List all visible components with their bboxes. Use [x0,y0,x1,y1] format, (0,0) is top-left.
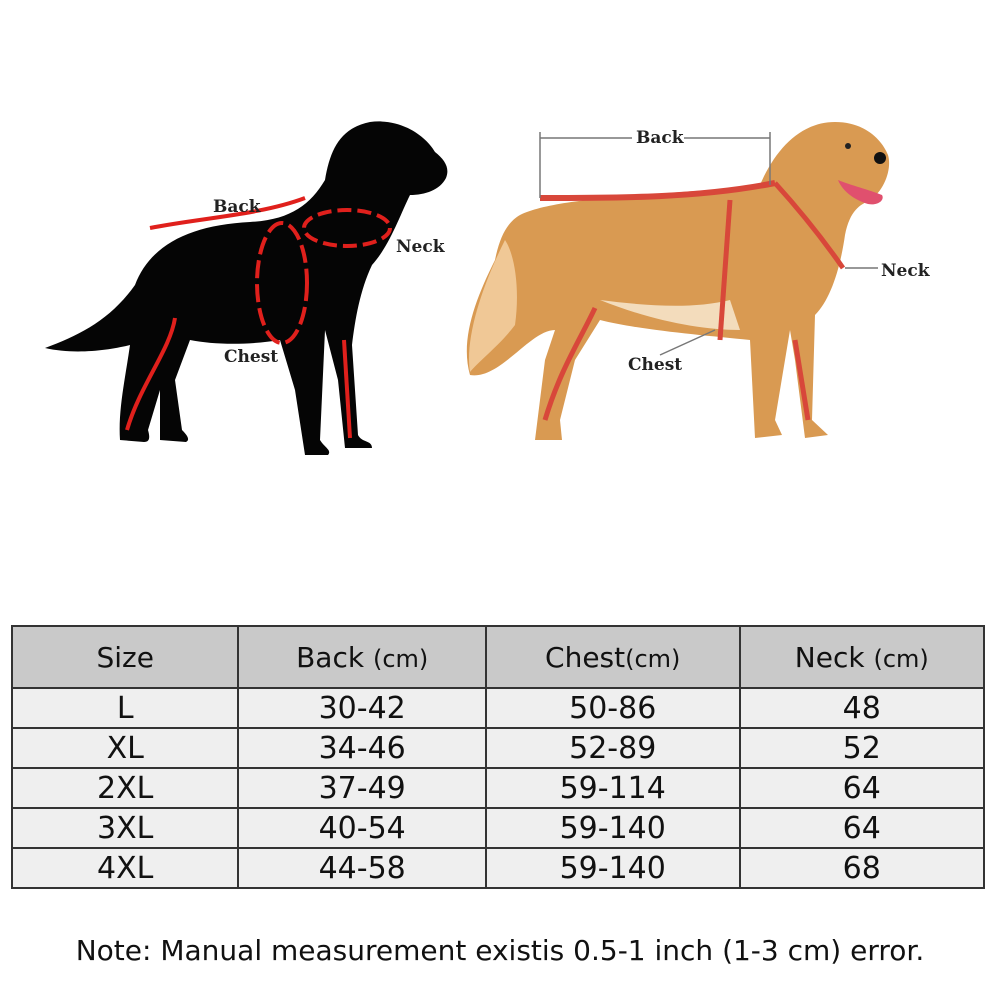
header-back: Back (cm) [237,625,487,689]
cell-size: 3XL [10,807,240,849]
table-row: XL 34-46 52-89 52 [10,727,986,769]
cell-neck: 64 [738,807,986,849]
table-row: 4XL 44-58 59-140 68 [10,847,986,889]
cell-size: 4XL [10,847,240,889]
table-header-row: Size Back (cm) Chest(cm) Neck (cm) [10,625,986,689]
table-row: 2XL 37-49 59-114 64 [10,767,986,809]
cell-chest: 50-86 [484,687,741,729]
cell-chest: 59-140 [484,847,741,889]
cell-size: XL [10,727,240,769]
header-chest: Chest(cm) [484,625,741,689]
cell-back: 34-46 [237,727,487,769]
black-dog-silhouette [45,121,448,455]
cell-back: 40-54 [237,807,487,849]
cell-back: 44-58 [237,847,487,889]
cell-neck: 64 [738,767,986,809]
cell-back: 30-42 [237,687,487,729]
cell-size: 2XL [10,767,240,809]
right-neck-label: Neck [881,261,931,281]
header-neck: Neck (cm) [738,625,986,689]
size-chart-table: Size Back (cm) Chest(cm) Neck (cm) L 30-… [10,625,986,889]
black-dog-measure-lines [125,196,392,439]
right-chest-label: Chest [628,355,682,375]
right-back-label: Back [636,128,685,148]
table-row: L 30-42 50-86 48 [10,687,986,729]
cell-neck: 68 [738,847,986,889]
table-row: 3XL 40-54 59-140 64 [10,807,986,849]
left-neck-label: Neck [396,237,446,257]
cell-back: 37-49 [237,767,487,809]
measurement-illustration: Back Neck Chest Back Neck Chest [45,121,931,455]
cell-chest: 52-89 [484,727,741,769]
golden-retriever-photo [466,122,890,440]
cell-chest: 59-114 [484,767,741,809]
cell-chest: 59-140 [484,807,741,849]
cell-size: L [10,687,240,729]
header-size: Size [10,625,240,689]
cell-neck: 52 [738,727,986,769]
cell-neck: 48 [738,687,986,729]
left-back-label: Back [213,197,262,217]
left-chest-label: Chest [224,347,278,367]
measurement-note: Note: Manual measurement existis 0.5-1 i… [75,934,925,967]
